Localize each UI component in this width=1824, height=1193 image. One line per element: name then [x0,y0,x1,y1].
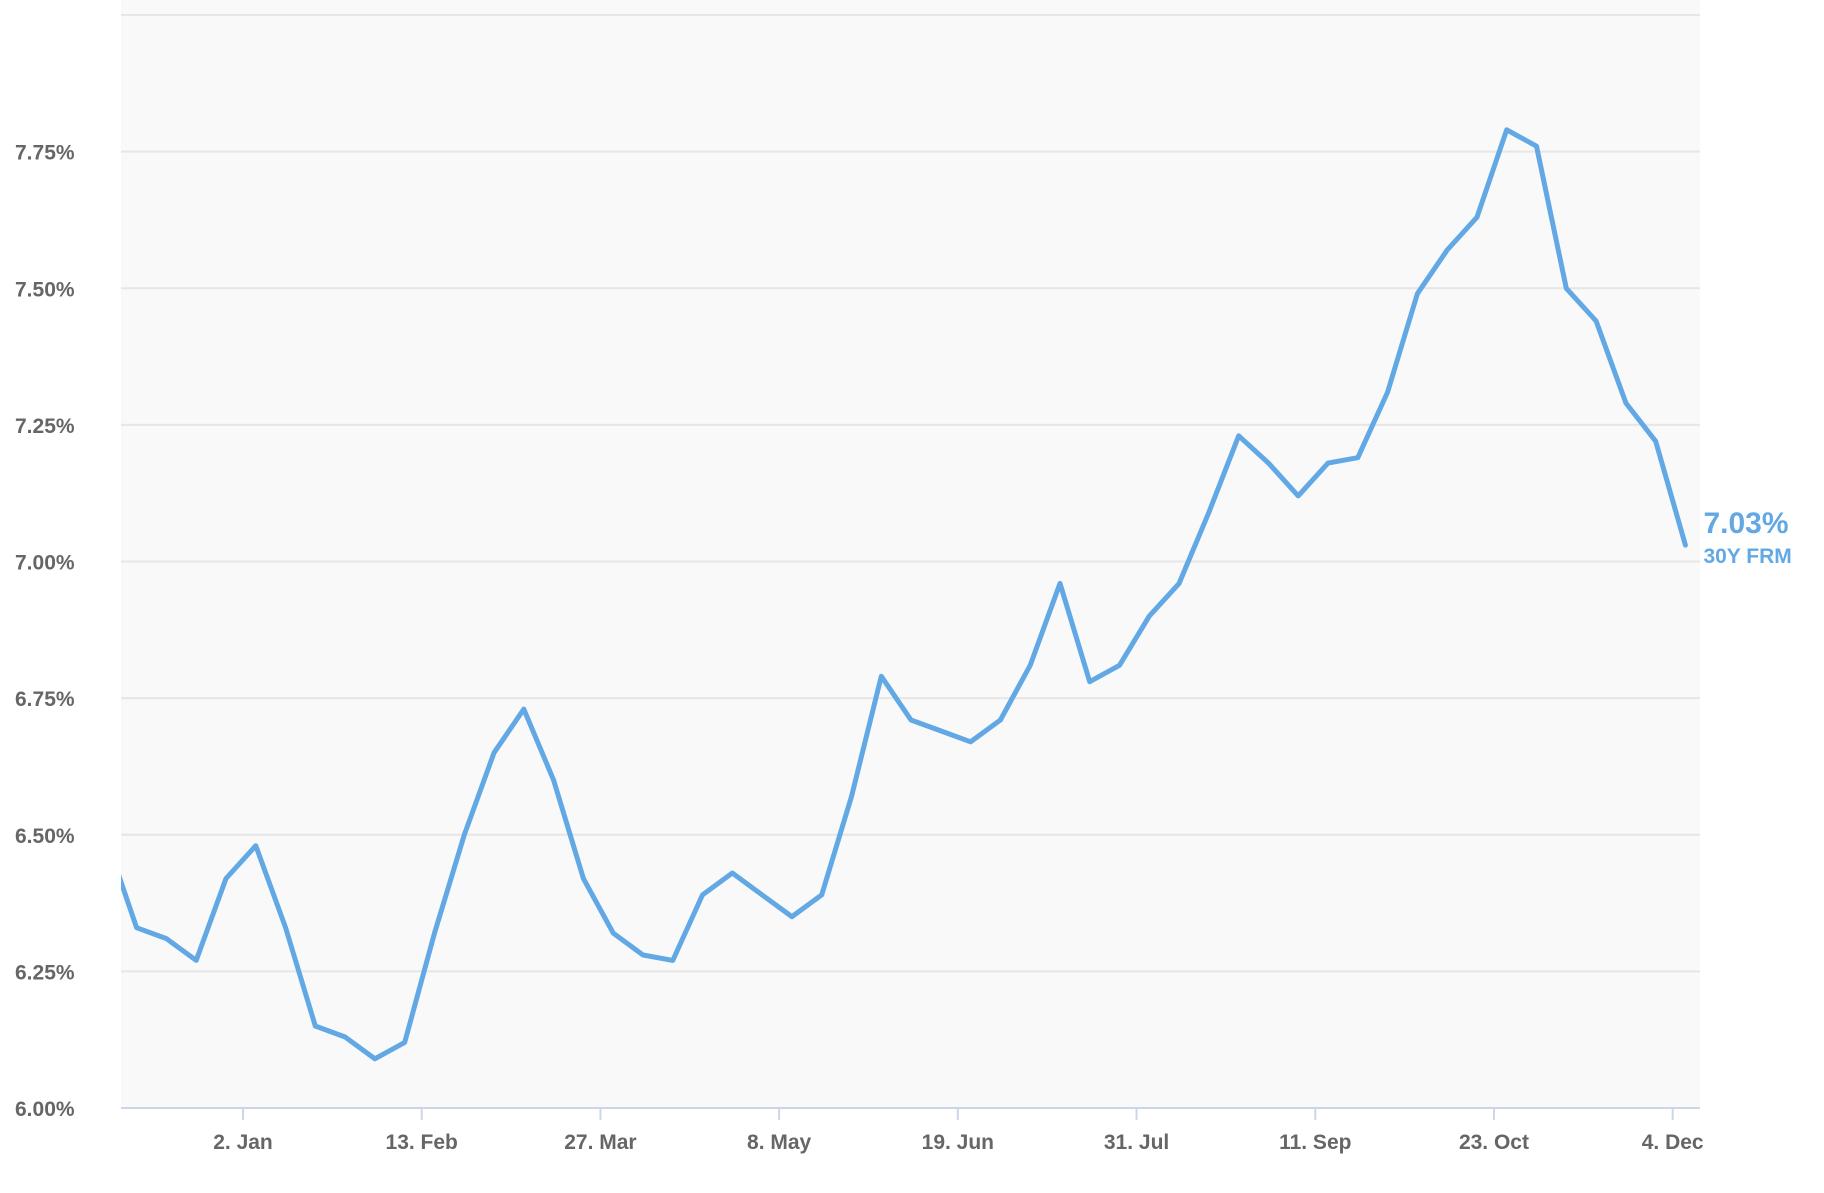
y-tick-label: 6.50% [15,825,75,848]
x-tick-label: 23. Oct [1459,1131,1529,1154]
x-tick-label: 27. Mar [564,1131,636,1154]
plot-background [121,0,1700,1108]
x-tick-label: 4. Dec [1642,1131,1704,1154]
y-tick-label: 6.00% [15,1098,75,1121]
end-series-label: 30Y FRM [1703,545,1791,568]
y-tick-label: 7.00% [15,552,75,575]
series-line-30y-frm [121,127,1688,1062]
y-tick-label: 7.50% [15,278,75,301]
y-tick-label: 6.25% [15,961,75,984]
x-tick-label: 31. Jul [1104,1131,1169,1154]
x-tick-label: 11. Sep [1279,1131,1351,1154]
x-tick-label: 8. May [747,1131,812,1154]
x-tick-label: 19. Jun [922,1131,994,1154]
x-tick-label: 2. Jan [213,1131,273,1154]
y-tick-label: 7.25% [15,415,75,438]
end-value-label: 7.03% [1703,507,1788,540]
y-tick-label: 6.75% [15,688,75,711]
x-tick-label: 13. Feb [386,1131,458,1154]
y-tick-label: 7.75% [15,142,75,165]
